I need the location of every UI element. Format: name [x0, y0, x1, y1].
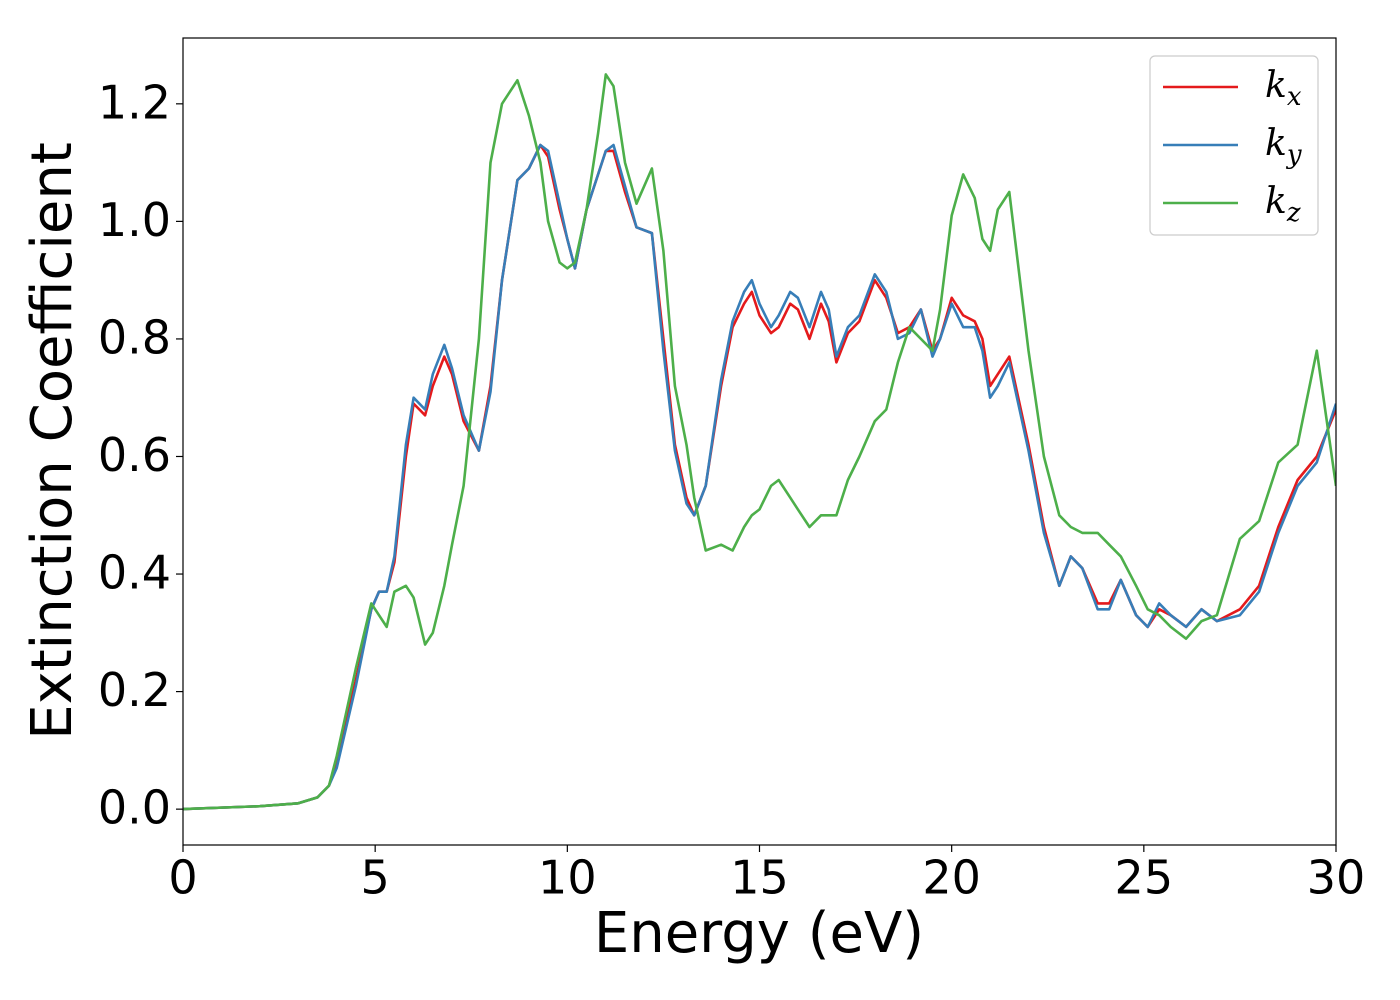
line-series: [183, 143, 1336, 811]
line-series: [183, 143, 1336, 811]
y-tick-label: 0.2: [98, 663, 171, 717]
x-tick-label: 5: [361, 851, 390, 905]
plot-frame: [182, 37, 1337, 846]
y-tick-label: 1.0: [98, 193, 171, 247]
y-tick-label: 0.6: [98, 428, 171, 482]
x-tick-label: 10: [538, 851, 597, 905]
y-axis-label: Extinction Coefficient: [20, 142, 85, 740]
x-tick-label: 20: [922, 851, 981, 905]
legend-label: ky: [1265, 123, 1302, 170]
x-tick-label: 15: [730, 851, 789, 905]
legend-label: kz: [1265, 181, 1301, 228]
y-tick-label: 0.4: [98, 546, 171, 600]
x-tick-label: 0: [168, 851, 197, 905]
x-axis-label: Energy (eV): [594, 901, 924, 966]
x-tick-label: 25: [1115, 851, 1174, 905]
y-tick-label: 1.2: [98, 75, 171, 129]
x-tick-label: 30: [1307, 851, 1366, 905]
line-series: [183, 73, 1336, 811]
y-tick-label: 0.8: [98, 310, 171, 364]
legend-label: kx: [1265, 65, 1302, 112]
y-tick-label: 0.0: [98, 781, 171, 835]
